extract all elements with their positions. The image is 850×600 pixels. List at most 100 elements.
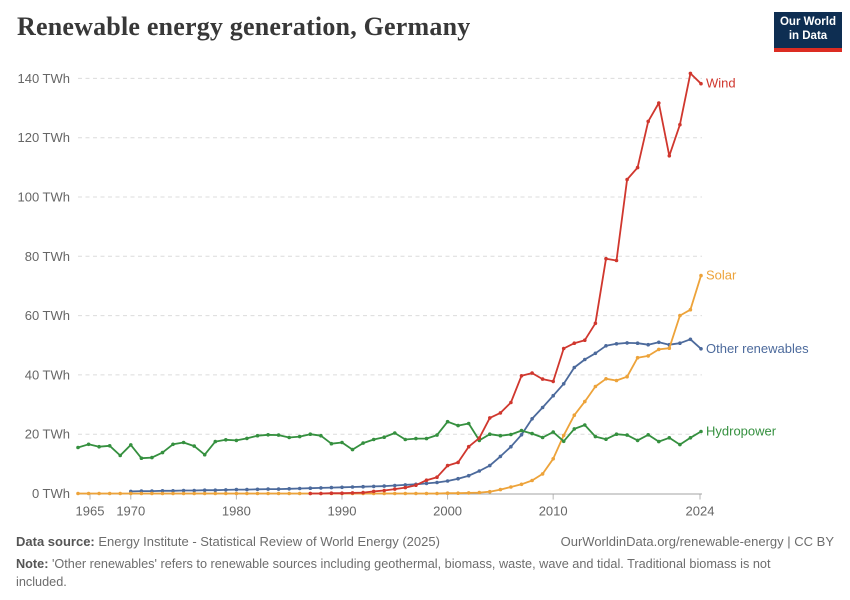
series-point-solar: [245, 491, 249, 496]
series-point-other-renewables: [234, 487, 239, 492]
series-other-renewables[interactable]: Other renewables: [129, 337, 809, 494]
series-point-other-renewables: [213, 488, 218, 493]
series-point-solar: [530, 478, 534, 483]
series-point-hydropower: [424, 436, 429, 441]
series-point-solar: [635, 355, 640, 360]
series-point-solar: [604, 377, 608, 381]
series-point-solar: [424, 491, 429, 496]
series-hydropower[interactable]: Hydropower: [76, 419, 777, 461]
series-point-hydropower: [498, 433, 503, 438]
series-point-other-renewables: [255, 487, 260, 492]
series-point-other-renewables: [329, 485, 334, 490]
series-point-hydropower: [361, 441, 365, 445]
y-axis-label-60: 60 TWh: [25, 308, 70, 323]
series-point-other-renewables: [319, 486, 323, 490]
series-point-wind: [361, 490, 365, 495]
series-line-solar: [78, 275, 702, 495]
series-point-other-renewables: [160, 489, 165, 493]
series-point-wind: [699, 81, 703, 86]
series-point-solar: [234, 491, 239, 496]
series-point-other-renewables: [498, 454, 503, 459]
series-point-solar: [181, 491, 186, 496]
data-source-text: Data source: Energy Institute - Statisti…: [16, 534, 440, 549]
series-point-wind: [604, 256, 608, 261]
series-label-wind: Wind: [706, 76, 736, 91]
series-point-hydropower: [340, 440, 344, 445]
series-point-other-renewables: [625, 341, 629, 345]
series-point-hydropower: [688, 436, 693, 440]
series-wind[interactable]: Wind: [308, 71, 736, 496]
series-point-other-renewables: [678, 341, 682, 346]
series-line-wind: [310, 72, 702, 495]
series-point-other-renewables: [572, 365, 577, 370]
y-axis-label-100: 100 TWh: [17, 190, 70, 205]
series-point-solar: [583, 399, 587, 404]
line-chart[interactable]: 0 TWh 20 TWh 40 TWh 60 TWh 80 TWh 100 TWh 120 …: [0, 0, 850, 530]
series-point-wind: [319, 491, 323, 496]
series-point-hydropower: [393, 431, 397, 435]
series-point-hydropower: [657, 439, 661, 444]
series-point-hydropower: [97, 444, 101, 449]
series-point-other-renewables: [519, 433, 524, 437]
series-point-wind: [340, 491, 344, 496]
series-point-solar: [97, 491, 101, 496]
series-point-solar: [129, 491, 133, 496]
series-point-hydropower: [160, 450, 165, 455]
y-axis-label-140: 140 TWh: [17, 71, 70, 86]
series-point-wind: [329, 491, 334, 496]
series-point-hydropower: [86, 442, 91, 447]
series-point-wind: [308, 491, 313, 496]
series-point-hydropower: [202, 452, 207, 457]
series-point-solar: [498, 487, 503, 492]
series-point-other-renewables: [635, 341, 640, 346]
series-point-other-renewables: [593, 351, 598, 356]
series-solar[interactable]: Solar: [76, 268, 737, 496]
series-point-solar: [667, 346, 672, 351]
series-point-hydropower: [614, 432, 619, 437]
series-point-hydropower: [509, 432, 513, 437]
series-point-solar: [561, 433, 566, 438]
series-label-solar: Solar: [706, 268, 737, 283]
chart-note: Note: 'Other renewables' refers to renew…: [16, 556, 771, 590]
series-point-hydropower: [646, 433, 650, 437]
series-point-hydropower: [625, 433, 629, 437]
series-point-solar: [202, 491, 207, 496]
series-point-solar: [297, 491, 302, 496]
series-point-solar: [466, 491, 471, 495]
series-point-hydropower: [456, 423, 460, 428]
series-point-hydropower: [667, 436, 672, 440]
series-point-wind: [561, 346, 566, 351]
series-point-wind: [593, 321, 598, 326]
series-point-hydropower: [445, 419, 450, 424]
y-axis-label-80: 80 TWh: [25, 249, 70, 264]
series-label-hydropower: Hydropower: [706, 424, 777, 439]
series-point-solar: [572, 413, 577, 418]
series-point-wind: [635, 165, 640, 170]
series-point-hydropower: [129, 443, 133, 447]
series-point-wind: [572, 341, 577, 346]
series-point-other-renewables: [266, 487, 270, 491]
series-point-solar: [192, 491, 196, 496]
owid-link[interactable]: OurWorldinData.org/renewable-energy | CC…: [560, 534, 834, 549]
series-point-other-renewables: [350, 485, 355, 489]
series-point-hydropower: [466, 421, 471, 426]
series-point-other-renewables: [445, 479, 450, 483]
series-point-other-renewables: [530, 417, 534, 421]
series-point-other-renewables: [181, 488, 186, 493]
series-point-solar: [107, 491, 112, 496]
series-point-other-renewables: [540, 405, 545, 410]
series-point-solar: [435, 491, 439, 496]
series-point-other-renewables: [477, 469, 482, 473]
series-point-solar: [456, 491, 460, 496]
series-point-hydropower: [150, 455, 154, 460]
series-point-hydropower: [403, 437, 408, 442]
x-axis-label-1980: 1980: [222, 504, 251, 519]
owid-logo[interactable]: Our World in Data: [774, 12, 842, 52]
series-point-hydropower: [488, 432, 492, 437]
series-point-other-renewables: [688, 337, 693, 342]
series-point-wind: [393, 487, 397, 491]
series-point-hydropower: [382, 435, 387, 440]
series-point-hydropower: [350, 447, 355, 452]
series-point-other-renewables: [308, 486, 313, 491]
series-point-wind: [488, 416, 492, 420]
